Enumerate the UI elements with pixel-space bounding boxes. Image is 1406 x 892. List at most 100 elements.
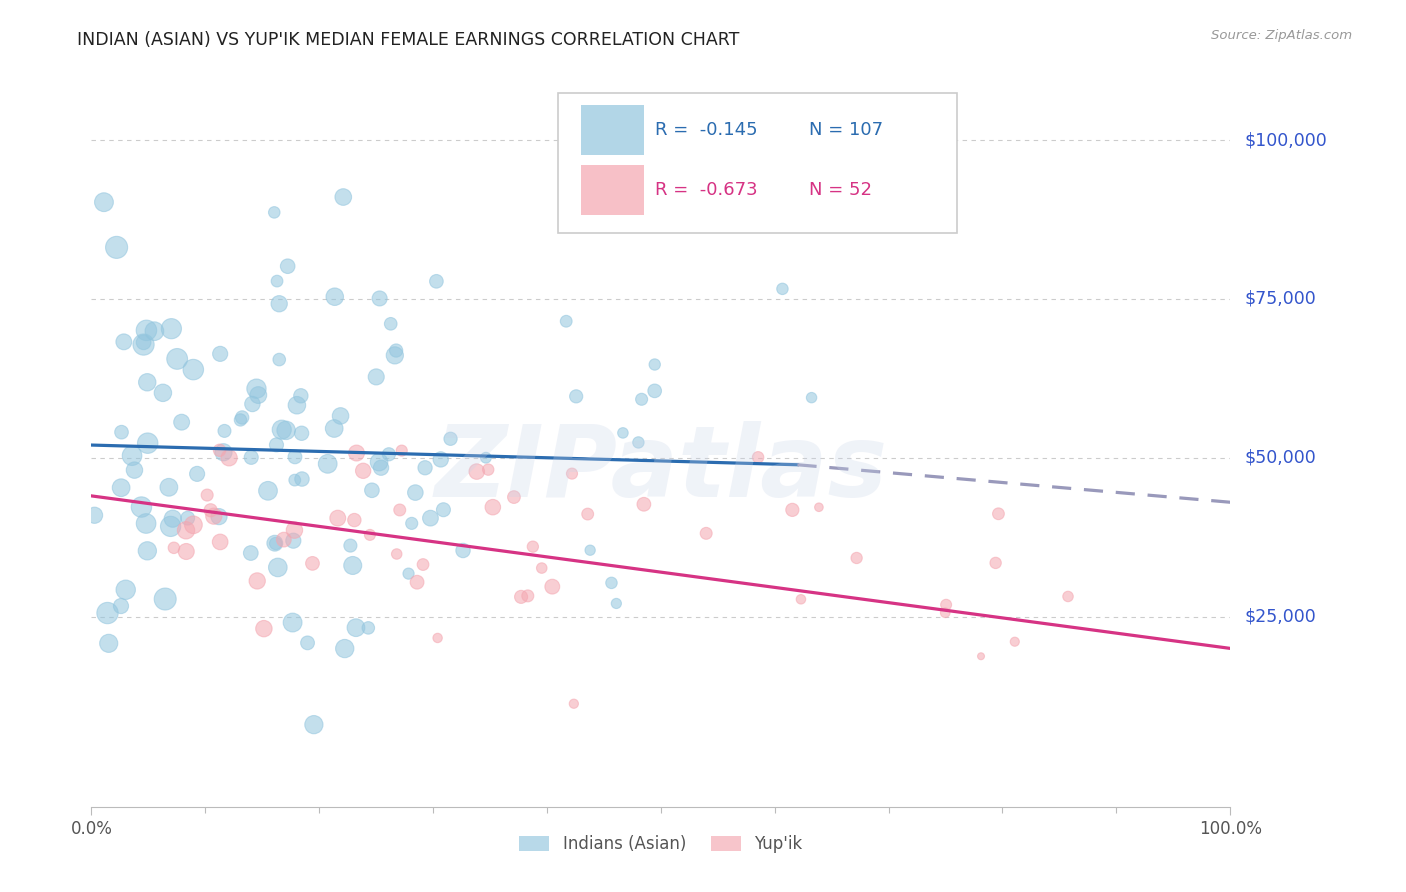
Point [135,323,157,337]
Point [297,636,319,650]
Point [93,195,115,210]
Point [257,483,280,498]
Point [439,432,461,446]
Point [807,500,830,515]
Point [136,436,159,450]
Point [112,334,135,349]
Point [385,547,408,561]
Point [935,598,957,612]
Point [96,606,118,620]
Point [357,621,380,635]
Point [136,544,159,558]
Point [503,490,526,504]
Point [301,557,323,571]
Point [388,503,411,517]
Point [605,597,627,611]
Point [290,389,312,403]
Text: R =  -0.673: R = -0.673 [655,181,758,199]
Point [352,464,374,478]
Point [136,376,159,390]
Point [284,450,307,464]
Point [368,455,391,469]
Text: INDIAN (ASIAN) VS YUP'IK MEDIAN FEMALE EARNINGS CORRELATION CHART: INDIAN (ASIAN) VS YUP'IK MEDIAN FEMALE E… [77,31,740,49]
Point [332,190,354,204]
Point [633,497,655,511]
FancyBboxPatch shape [558,93,957,233]
Point [316,457,339,471]
Point [530,561,553,575]
Point [516,589,538,603]
Point [561,467,583,481]
Point [343,513,366,527]
Text: R =  -0.145: R = -0.145 [655,121,758,139]
Point [1004,634,1026,648]
Point [124,463,146,477]
Point [240,450,263,465]
Point [576,507,599,521]
Point [412,558,434,572]
Point [285,398,308,412]
Point [413,460,436,475]
Point [465,465,488,479]
Point [273,533,295,547]
Point [644,358,666,372]
Point [277,259,299,273]
Point [105,240,128,254]
Point [269,352,291,367]
Point [291,472,314,486]
Point [253,622,276,636]
Point [245,382,267,396]
Point [143,324,166,338]
Point [270,423,292,437]
Point [132,337,155,351]
Point [283,523,305,537]
Point [565,389,588,403]
Point [555,314,578,328]
Point [283,533,305,548]
Point [209,535,232,549]
Point [208,509,231,524]
Point [181,362,204,376]
Point [202,509,225,524]
Point [209,347,232,361]
Text: $25,000: $25,000 [1244,607,1316,625]
Point [176,511,198,525]
Point [600,575,623,590]
Point [291,426,314,441]
FancyBboxPatch shape [581,105,644,155]
Point [263,536,285,550]
Point [170,415,193,429]
Point [276,423,298,437]
Text: Source: ZipAtlas.com: Source: ZipAtlas.com [1212,29,1353,42]
Point [212,445,235,459]
Point [266,274,288,288]
Point [398,566,420,581]
Point [1057,590,1080,604]
Point [378,447,401,461]
Point [263,205,285,219]
Point [419,511,441,525]
Point [368,292,391,306]
Point [323,421,346,435]
Point [790,592,813,607]
Point [131,500,153,514]
Point [229,413,252,427]
Text: $50,000: $50,000 [1244,449,1316,467]
Point [644,384,666,398]
Point [239,546,262,560]
Point [97,636,120,650]
Point [160,321,183,335]
Point [429,452,451,467]
Point [346,446,368,460]
Point [772,282,794,296]
Point [326,511,349,525]
Point [404,485,426,500]
Point [267,560,290,574]
Point [627,435,650,450]
Point [83,508,105,523]
Point [162,511,184,525]
Point [246,574,269,588]
Point [163,541,186,555]
Point [695,526,717,541]
Point [385,343,408,358]
